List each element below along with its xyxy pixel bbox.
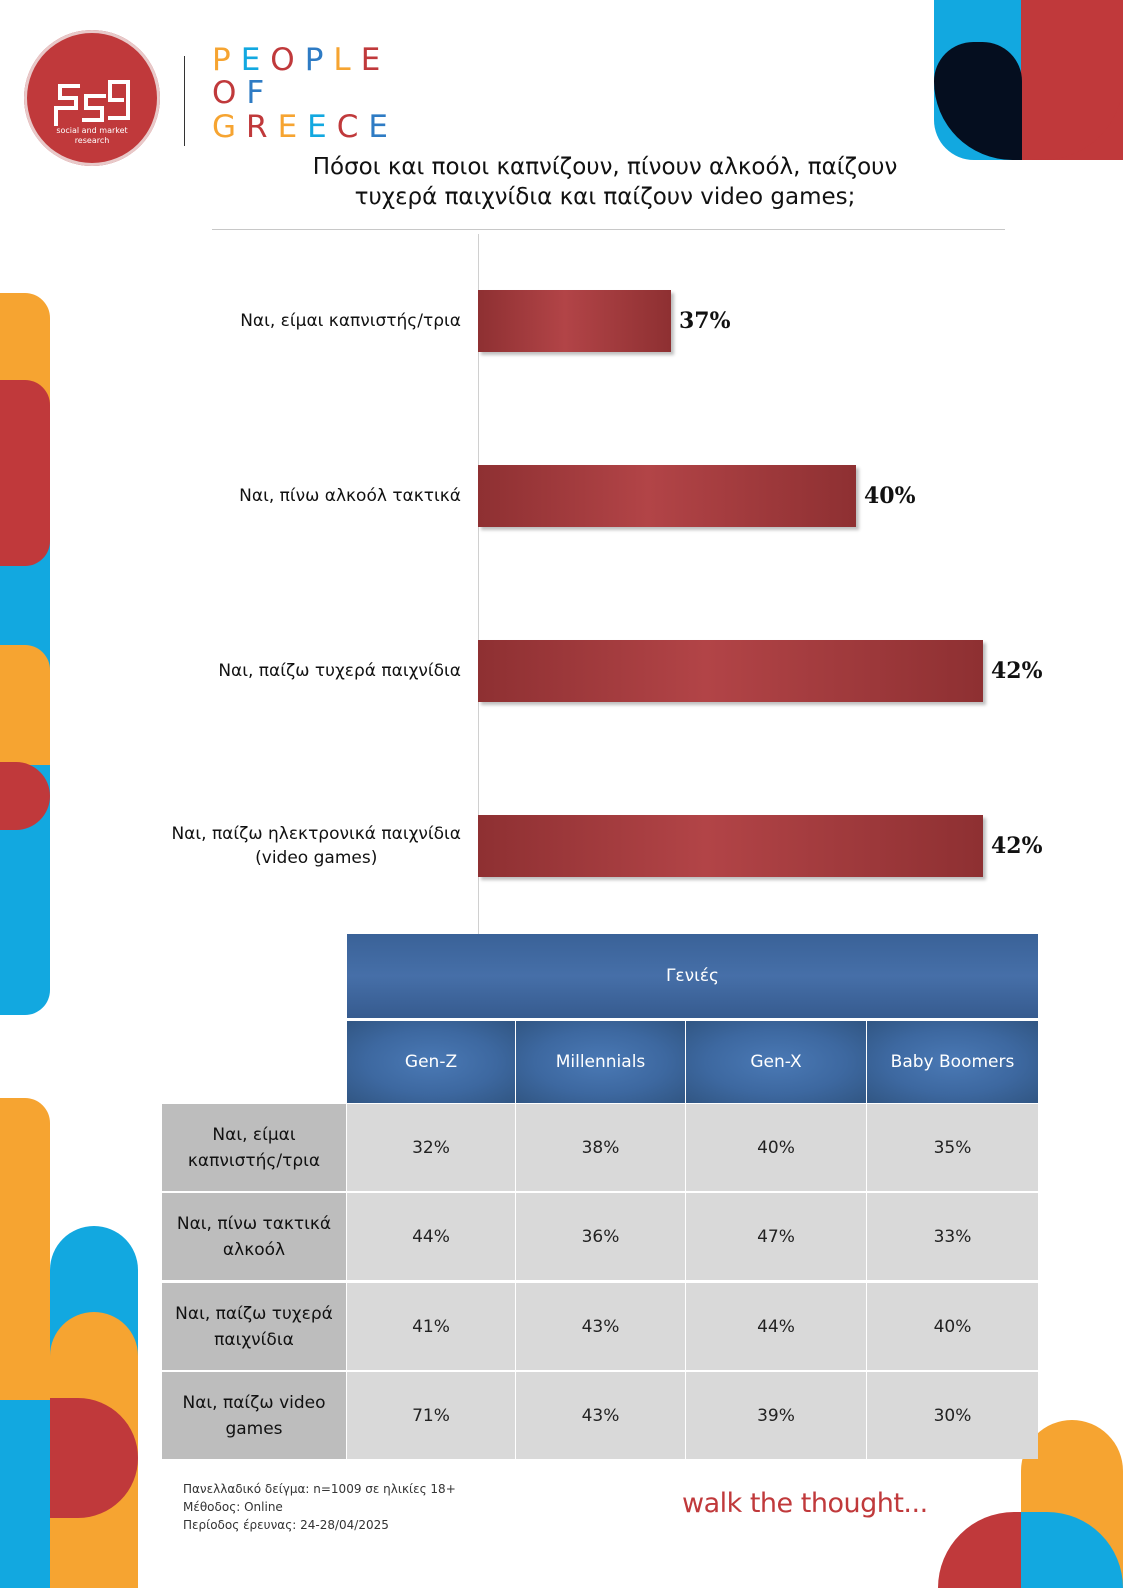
bar-value-label: 42% bbox=[991, 658, 1043, 684]
category-label-line: Ναι, είμαι καπνιστής/τρια bbox=[240, 311, 461, 331]
table-column-header: Baby Boomers bbox=[867, 1021, 1038, 1103]
pog-letter: R bbox=[246, 109, 278, 145]
title-line-1: Πόσοι και ποιοι καπνίζουν, πίνουν αλκοόλ… bbox=[312, 154, 898, 180]
chart-axis-line bbox=[478, 234, 479, 934]
pog-letter: C bbox=[336, 109, 369, 145]
pog-letter: E bbox=[307, 109, 337, 145]
page-title: Πόσοι και ποιοι καπνίζουν, πίνουν αλκοόλ… bbox=[220, 152, 990, 212]
table-cell: 30% bbox=[867, 1372, 1038, 1459]
deco-orange-left-2 bbox=[0, 645, 50, 765]
pog-line-1: PEOPLE bbox=[212, 45, 390, 76]
bar bbox=[478, 465, 856, 527]
table-row-header-line: games bbox=[225, 1418, 283, 1439]
pog-letter: L bbox=[333, 42, 361, 78]
category-label-line: Ναι, πίνω αλκοόλ τακτικά bbox=[239, 486, 461, 506]
category-label-line: Ναι, παίζω ηλεκτρονικά παιχνίδια bbox=[171, 824, 461, 844]
table-row-header-text: Ναι, είμαι καπνιστής/τρια bbox=[188, 1122, 320, 1174]
bar-value-label: 37% bbox=[679, 308, 731, 334]
table-cell: 43% bbox=[516, 1372, 685, 1459]
pog-letter: E bbox=[277, 109, 308, 145]
table-row-header-line: αλκοόλ bbox=[222, 1239, 286, 1260]
tagline: walk the thought... bbox=[682, 1488, 928, 1519]
footnote-period: Περίοδος έρευνας: 24-28/04/2025 bbox=[183, 1518, 389, 1532]
pog-letter: E bbox=[360, 42, 391, 78]
deco-red-bottom-right bbox=[938, 1512, 1028, 1588]
footnote: Πανελλαδικό δείγμα: n=1009 σε ηλικίες 18… bbox=[183, 1480, 456, 1534]
category-label: Ναι, πίνω αλκοόλ τακτικά bbox=[239, 484, 461, 508]
table-row-header-line: Ναι, παίζω video bbox=[182, 1392, 326, 1413]
table-column-header: Millennials bbox=[516, 1021, 685, 1103]
table-cell: 43% bbox=[516, 1283, 685, 1370]
bar-value-label: 42% bbox=[991, 833, 1043, 859]
table-cell: 32% bbox=[347, 1104, 515, 1191]
logo-separator bbox=[184, 56, 185, 146]
pog-letter: G bbox=[212, 109, 247, 145]
logo-mark-icon bbox=[54, 80, 130, 126]
table-cell: 38% bbox=[516, 1104, 685, 1191]
table-cell: 44% bbox=[347, 1193, 515, 1280]
logo-subtitle-line1: social and market bbox=[56, 126, 128, 135]
table-row-header: Ναι, παίζω τυχερά παιχνίδια bbox=[162, 1283, 346, 1370]
table-cell: 40% bbox=[686, 1104, 866, 1191]
category-label-line: (video games) bbox=[255, 848, 378, 868]
table-cell: 36% bbox=[516, 1193, 685, 1280]
table-row-header: Ναι, πίνω τακτικά αλκοόλ bbox=[162, 1193, 346, 1280]
category-label-line: Ναι, παίζω τυχερά παιχνίδια bbox=[218, 661, 461, 681]
deco-red-left-1 bbox=[0, 380, 50, 566]
deco-blue-bottom-left-a bbox=[0, 1400, 50, 1588]
table-row-header-line: Ναι, πίνω τακτικά bbox=[176, 1213, 332, 1234]
pog-letter: P bbox=[304, 42, 334, 78]
pog-letter: O bbox=[212, 75, 247, 111]
category-label: Ναι, είμαι καπνιστής/τρια bbox=[240, 309, 461, 333]
pog-letter: O bbox=[270, 42, 305, 78]
pog-letter: F bbox=[246, 75, 275, 111]
table-row-header-text: Ναι, πίνω τακτικά αλκοόλ bbox=[177, 1211, 331, 1263]
table-cell: 41% bbox=[347, 1283, 515, 1370]
table-column-header: Gen-Z bbox=[347, 1021, 515, 1103]
table-cell: 35% bbox=[867, 1104, 1038, 1191]
company-logo: social and market research bbox=[24, 30, 160, 166]
footnote-method: Μέθοδος: Online bbox=[183, 1500, 283, 1514]
footnote-sample: Πανελλαδικό δείγμα: n=1009 σε ηλικίες 18… bbox=[183, 1482, 456, 1496]
table-cell: 44% bbox=[686, 1283, 866, 1370]
bar bbox=[478, 815, 983, 877]
table-group-header: Γενιές bbox=[347, 934, 1038, 1018]
bar-value-label: 40% bbox=[864, 483, 916, 509]
table-row-header-line: Ναι, παίζω τυχερά bbox=[175, 1303, 333, 1324]
pog-letter: E bbox=[368, 109, 399, 145]
pog-letter: E bbox=[240, 42, 271, 78]
table-row-header: Ναι, παίζω video games bbox=[162, 1372, 346, 1459]
table-cell: 47% bbox=[686, 1193, 866, 1280]
table-row-header-line: Ναι, είμαι bbox=[212, 1124, 296, 1145]
pog-line-3: GREECE bbox=[212, 112, 398, 143]
table-row-header-line: καπνιστής/τρια bbox=[187, 1150, 321, 1171]
table-row-header-text: Ναι, παίζω video games bbox=[183, 1390, 326, 1442]
title-divider bbox=[212, 229, 1005, 230]
logo-subtitle-line2: research bbox=[74, 136, 110, 145]
category-label: Ναι, παίζω τυχερά παιχνίδια bbox=[218, 659, 461, 683]
category-label: Ναι, παίζω ηλεκτρονικά παιχνίδια (video g… bbox=[171, 822, 461, 870]
title-line-2: τυχερά παιχνίδια και παίζουν video games… bbox=[354, 184, 856, 210]
table-cell: 71% bbox=[347, 1372, 515, 1459]
table-cell: 40% bbox=[867, 1283, 1038, 1370]
table-row-header-line: παιχνίδια bbox=[214, 1329, 294, 1350]
pog-letter: P bbox=[212, 42, 241, 78]
bar bbox=[478, 290, 671, 352]
bar bbox=[478, 640, 983, 702]
table-cell: 39% bbox=[686, 1372, 866, 1459]
table-row-header-text: Ναι, παίζω τυχερά παιχνίδια bbox=[175, 1301, 333, 1353]
table-row-header: Ναι, είμαι καπνιστής/τρια bbox=[162, 1104, 346, 1191]
table-column-header: Gen-X bbox=[686, 1021, 866, 1103]
pog-line-2: OF bbox=[212, 78, 274, 109]
table-cell: 33% bbox=[867, 1193, 1038, 1280]
